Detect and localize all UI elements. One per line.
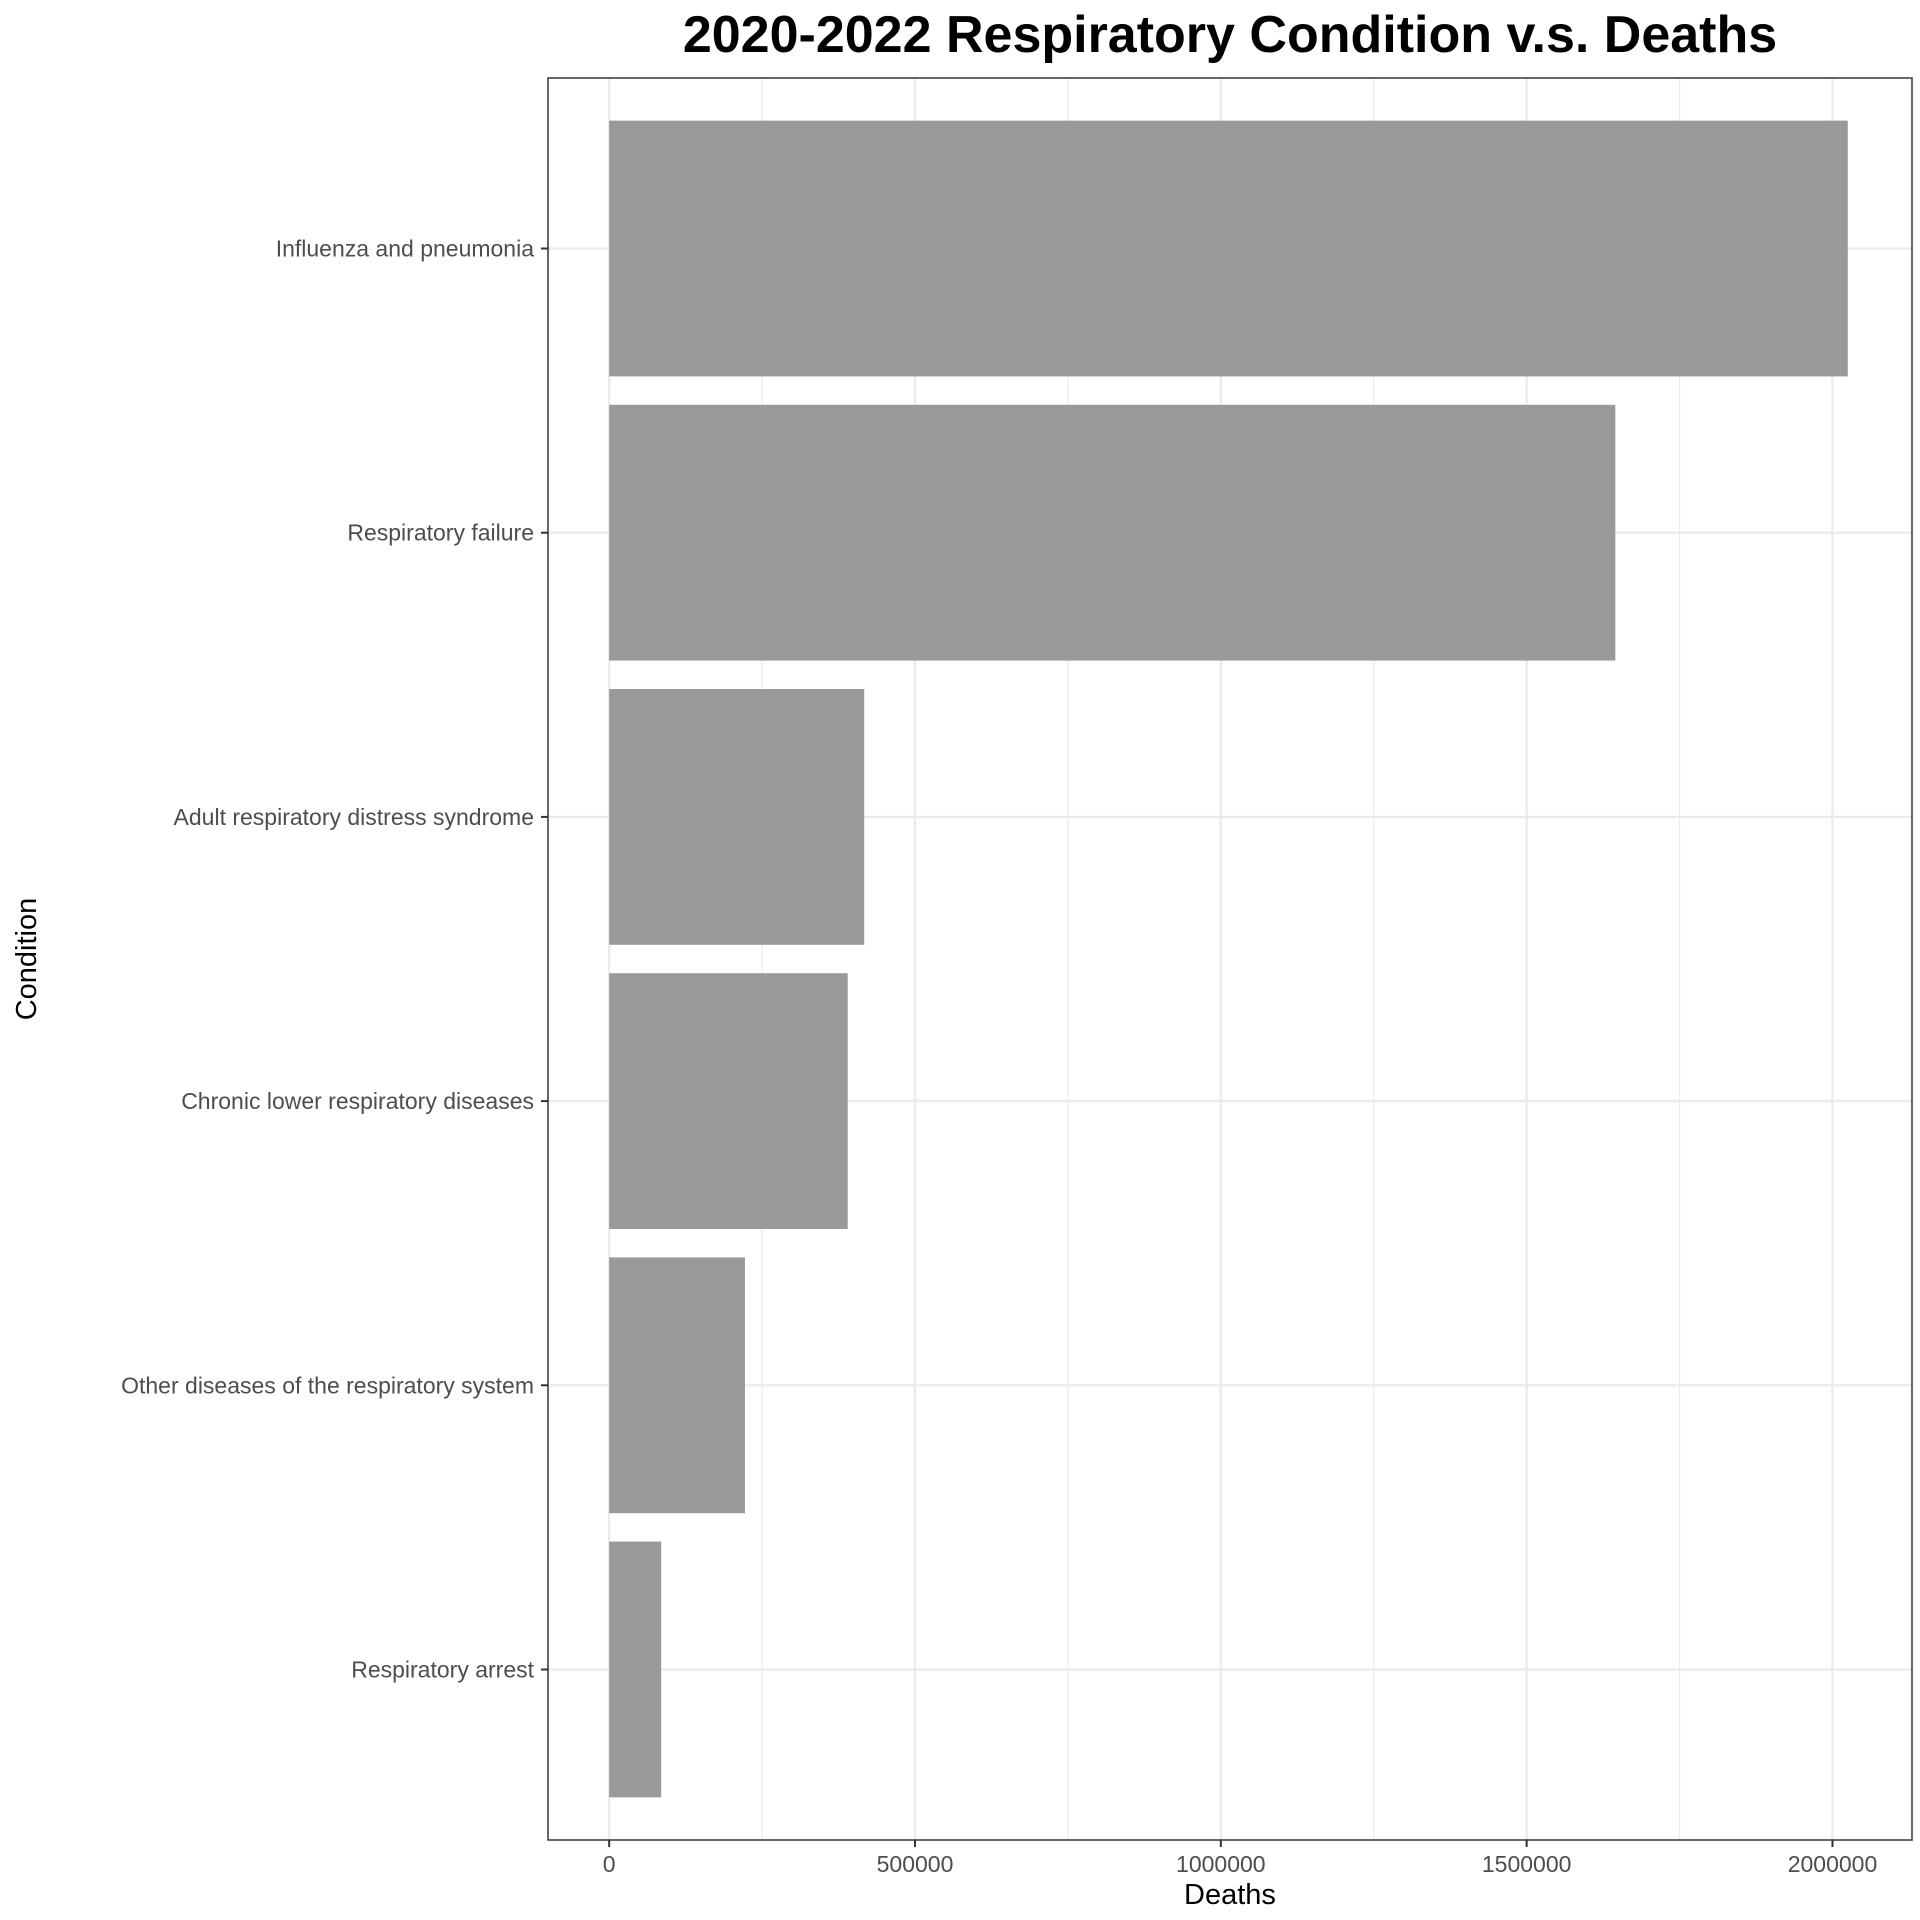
chart-title: 2020-2022 Respiratory Condition v.s. Dea… xyxy=(683,6,1777,64)
x-tick-label: 500000 xyxy=(877,1851,954,1877)
panel-border xyxy=(547,77,1913,1841)
y-axis-title: Condition xyxy=(11,898,43,1021)
x-axis-title: Deaths xyxy=(1184,1879,1276,1911)
bar xyxy=(609,689,865,945)
bars xyxy=(609,120,1848,1798)
y-axis-ticks: Influenza and pneumonia Respiratory failu… xyxy=(121,236,548,1682)
y-tick-label: Respiratory arrest xyxy=(351,1656,534,1682)
x-tick-label: 1000000 xyxy=(1176,1851,1266,1877)
bar xyxy=(609,120,1848,377)
y-tick-label: Adult respiratory distress syndrome xyxy=(174,804,534,830)
x-tick-label: 1500000 xyxy=(1482,1851,1572,1877)
y-tick-label: Influenza and pneumonia xyxy=(276,236,535,262)
bar xyxy=(609,973,848,1229)
bar xyxy=(609,1257,745,1514)
y-tick-label: Other diseases of the respiratory system xyxy=(121,1372,534,1398)
x-tick-label: 2000000 xyxy=(1788,1851,1878,1877)
bar xyxy=(609,1541,662,1798)
x-tick-label: 0 xyxy=(603,1851,616,1877)
y-tick-label: Chronic lower respiratory diseases xyxy=(181,1088,534,1114)
y-tick-label: Respiratory failure xyxy=(347,520,534,546)
x-axis-ticks: 0 500000 1000000 1500000 2000000 xyxy=(603,1840,1877,1877)
bar xyxy=(609,404,1616,661)
